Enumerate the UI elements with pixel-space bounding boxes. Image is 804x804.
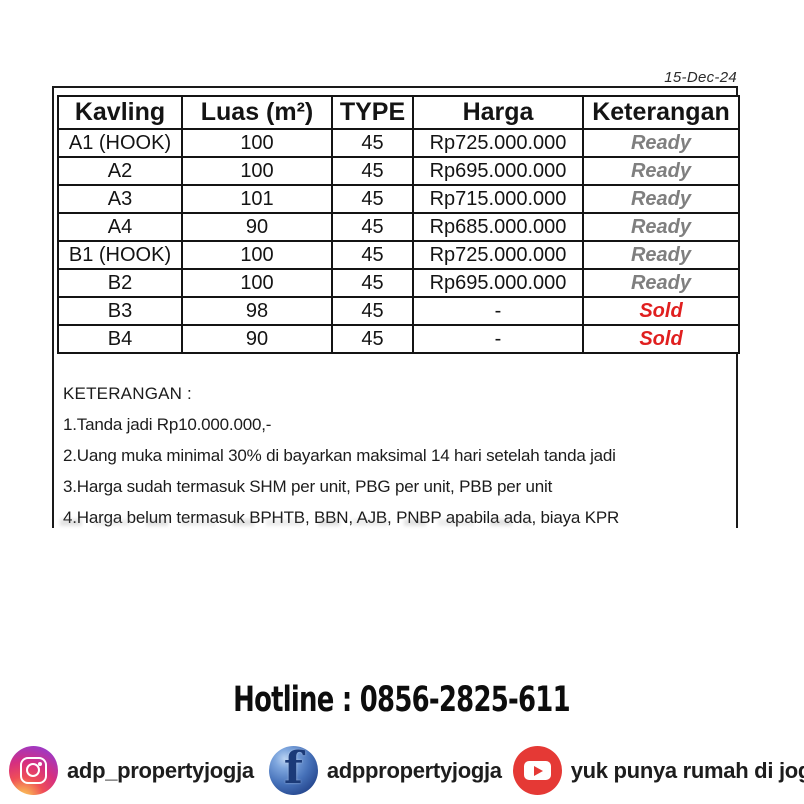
cell-type: 45 xyxy=(331,240,414,270)
note-item: 3.Harga sudah termasuk SHM per unit, PBG… xyxy=(63,477,553,496)
cell-harga: - xyxy=(412,324,584,354)
cell-type: 45 xyxy=(331,212,414,242)
instagram-icon-lens xyxy=(26,763,40,777)
table-row: A4 90 45 Rp685.000.000 Ready xyxy=(57,212,740,242)
table-row: B1 (HOOK) 100 45 Rp725.000.000 Ready xyxy=(57,240,740,270)
cell-kavling: B1 (HOOK) xyxy=(57,240,183,270)
cell-kavling: A2 xyxy=(57,156,183,186)
cell-harga: Rp685.000.000 xyxy=(412,212,584,242)
table-header-row: Kavling Luas (m²) TYPE Harga Keterangan xyxy=(57,95,740,130)
cell-kavling: B2 xyxy=(57,268,183,298)
table-row: B4 90 45 - Sold xyxy=(57,324,740,354)
cell-type: 45 xyxy=(331,296,414,326)
cropped-text-remnant xyxy=(60,519,530,526)
cell-harga: Rp715.000.000 xyxy=(412,184,584,214)
cell-luas: 90 xyxy=(181,212,333,242)
social-item-youtube: yuk punya rumah di jogja !! xyxy=(512,746,804,795)
notes-section: KETERANGAN : 1.Tanda jadi Rp10.000.000,-… xyxy=(63,384,713,539)
instagram-icon xyxy=(9,746,58,795)
social-item-facebook: f adppropertyjogja xyxy=(268,746,513,795)
cell-status: Ready xyxy=(582,156,740,186)
cell-kavling: B3 xyxy=(57,296,183,326)
cell-type: 45 xyxy=(331,128,414,158)
table-row: B3 98 45 - Sold xyxy=(57,296,740,326)
cell-harga: Rp725.000.000 xyxy=(412,240,584,270)
cell-harga: Rp695.000.000 xyxy=(412,156,584,186)
header-luas: Luas (m²) xyxy=(181,95,333,130)
header-type: TYPE xyxy=(331,95,414,130)
table-row: A1 (HOOK) 100 45 Rp725.000.000 Ready xyxy=(57,128,740,158)
table-row: B2 100 45 Rp695.000.000 Ready xyxy=(57,268,740,298)
cell-luas: 101 xyxy=(181,184,333,214)
cell-kavling: A3 xyxy=(57,184,183,214)
note-item: 1.Tanda jadi Rp10.000.000,- xyxy=(63,415,272,434)
cell-luas: 90 xyxy=(181,324,333,354)
youtube-icon-screen xyxy=(523,761,551,780)
price-table: Kavling Luas (m²) TYPE Harga Keterangan … xyxy=(57,95,740,354)
cell-status: Sold xyxy=(582,324,740,354)
table-row: A3 101 45 Rp715.000.000 Ready xyxy=(57,184,740,214)
social-item-instagram: adp_propertyjogja xyxy=(9,746,269,795)
cell-status: Ready xyxy=(582,240,740,270)
instagram-icon-dot xyxy=(38,761,42,766)
cell-status: Ready xyxy=(582,212,740,242)
instagram-icon-frame xyxy=(20,757,47,784)
header-harga: Harga xyxy=(412,95,584,130)
table-row: A2 100 45 Rp695.000.000 Ready xyxy=(57,156,740,186)
hotline-text: Hotline : 0856-2825-611 xyxy=(233,680,571,720)
facebook-icon-glyph: f xyxy=(283,746,303,794)
instagram-handle: adp_propertyjogja xyxy=(67,757,254,783)
youtube-icon xyxy=(512,746,562,795)
cell-luas: 100 xyxy=(181,268,333,298)
cell-status: Ready xyxy=(582,128,740,158)
facebook-handle: adppropertyjogja xyxy=(326,757,502,783)
cell-status: Sold xyxy=(582,296,740,326)
cell-harga: Rp725.000.000 xyxy=(412,128,584,158)
cell-type: 45 xyxy=(331,184,414,214)
youtube-tagline: yuk punya rumah di jogja !! xyxy=(570,757,804,783)
note-item: 2.Uang muka minimal 30% di bayarkan maks… xyxy=(63,446,616,465)
cell-luas: 100 xyxy=(181,156,333,186)
header-kavling: Kavling xyxy=(57,95,183,130)
header-keterangan: Keterangan xyxy=(582,95,740,130)
cell-luas: 98 xyxy=(181,296,333,326)
notes-title: KETERANGAN : xyxy=(63,384,192,403)
cell-type: 45 xyxy=(331,324,414,354)
cell-kavling: A4 xyxy=(57,212,183,242)
cell-luas: 100 xyxy=(181,240,333,270)
cell-harga: Rp695.000.000 xyxy=(412,268,584,298)
facebook-icon: f xyxy=(268,746,318,795)
cell-harga: - xyxy=(412,296,584,326)
note-item: 4.Harga belum termasuk BPHTB, BBN, AJB, … xyxy=(63,508,620,527)
date-label: 15-Dec-24 xyxy=(664,69,737,86)
social-footer: adp_propertyjogja f adppropertyjogja yuk… xyxy=(0,746,804,795)
cell-type: 45 xyxy=(331,268,414,298)
cell-kavling: A1 (HOOK) xyxy=(57,128,183,158)
cell-status: Ready xyxy=(582,184,740,214)
cell-type: 45 xyxy=(331,156,414,186)
cell-status: Ready xyxy=(582,268,740,298)
hotline: Hotline : 0856-2825-611 xyxy=(0,680,804,720)
cell-kavling: B4 xyxy=(57,324,183,354)
cell-luas: 100 xyxy=(181,128,333,158)
youtube-play-icon xyxy=(533,765,543,776)
